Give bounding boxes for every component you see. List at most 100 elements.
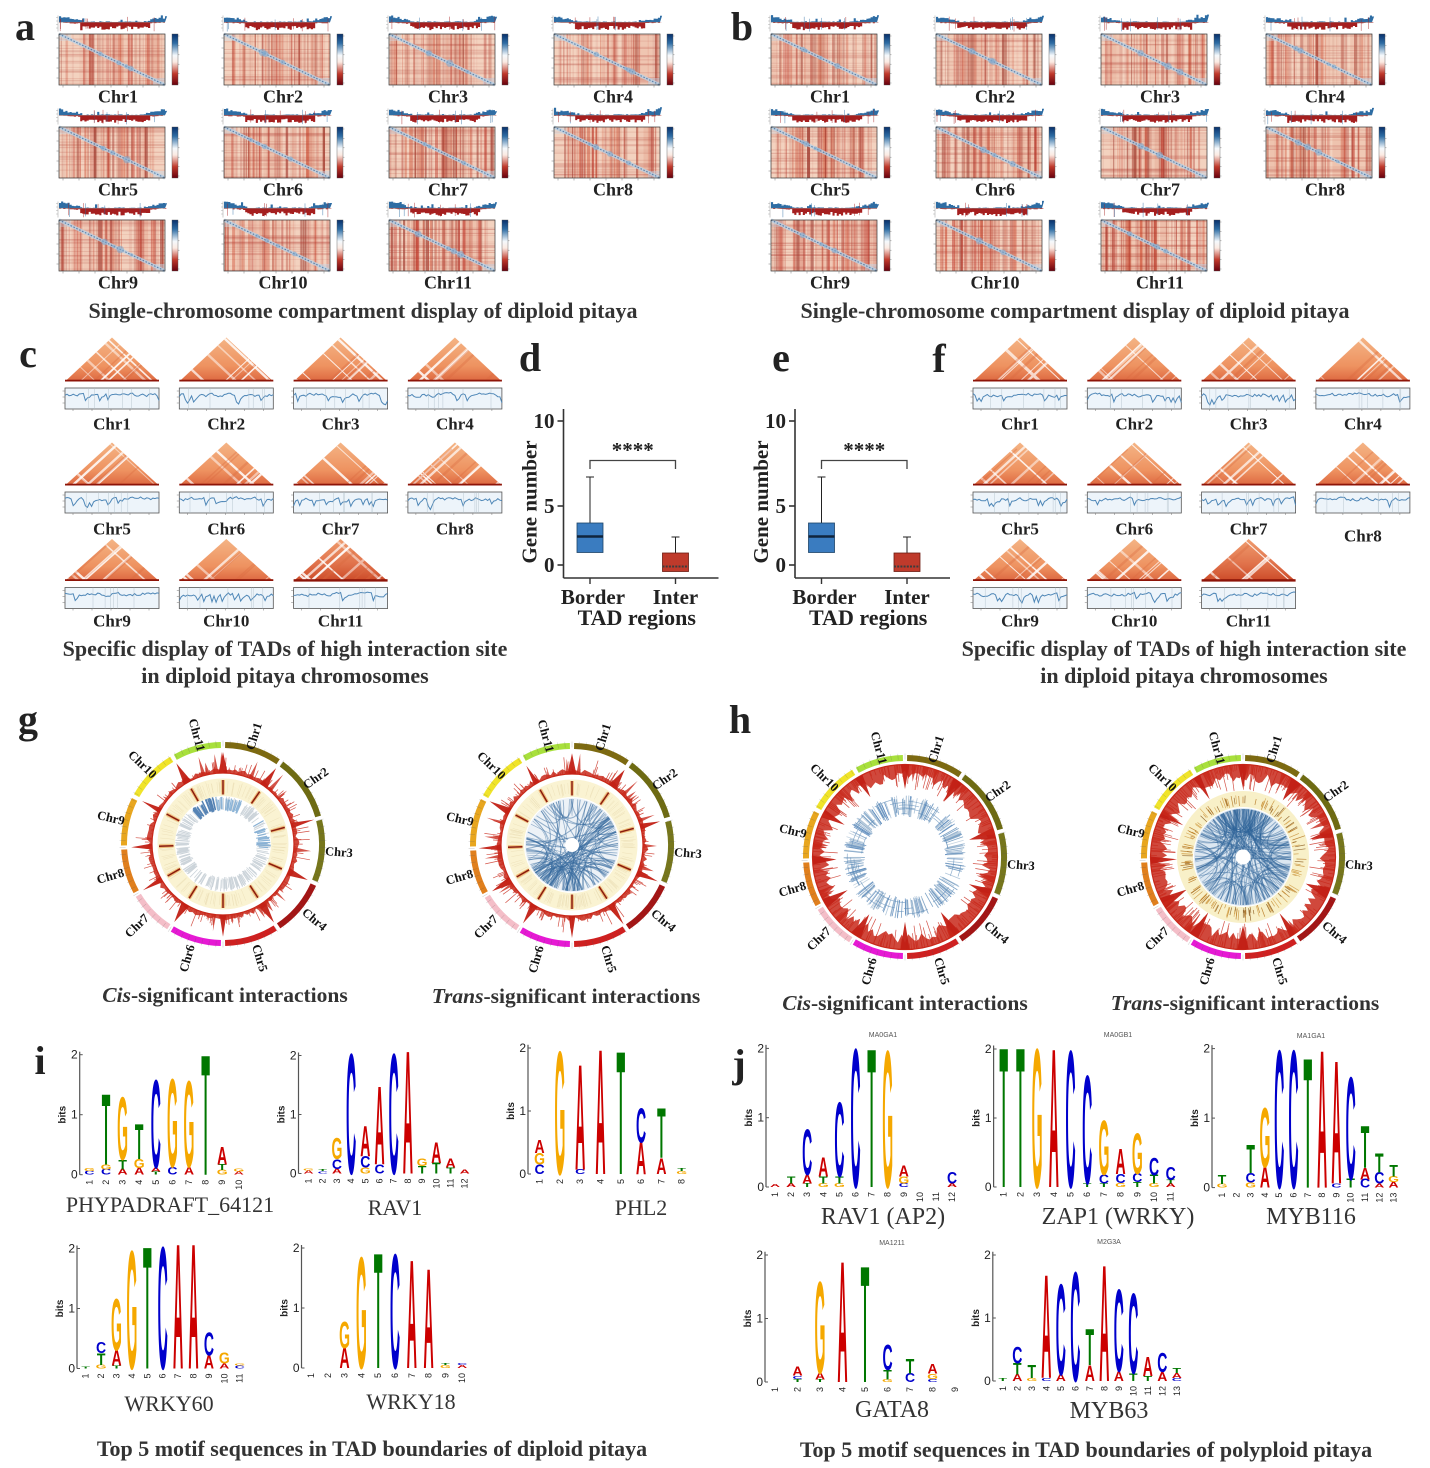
- svg-text:A: A: [595, 1012, 605, 1212]
- svg-text:C: C: [374, 1162, 385, 1176]
- svg-text:Chr1: Chr1: [810, 87, 850, 107]
- svg-text:Chr10: Chr10: [259, 273, 308, 293]
- svg-text:C: C: [96, 1340, 106, 1357]
- svg-text:C: C: [905, 1371, 916, 1385]
- svg-text:A: A: [927, 1361, 937, 1377]
- svg-text:10: 10: [219, 1374, 229, 1384]
- svg-text:7: 7: [389, 1179, 399, 1184]
- svg-text:G: G: [360, 1167, 371, 1176]
- svg-text:C: C: [1116, 1172, 1127, 1186]
- svg-text:4: 4: [356, 1373, 366, 1378]
- svg-text:Chr8: Chr8: [1344, 527, 1382, 546]
- svg-text:TAD regions: TAD regions: [578, 605, 697, 630]
- svg-text:A: A: [188, 1206, 198, 1406]
- svg-text:2: 2: [101, 1180, 111, 1185]
- svg-text:G: G: [834, 1182, 845, 1188]
- svg-text:A: A: [815, 1371, 825, 1382]
- svg-text:T: T: [1304, 1018, 1313, 1227]
- svg-text:A: A: [1374, 1183, 1385, 1189]
- svg-text:in diploid pitaya chromosomes: in diploid pitaya chromosomes: [1040, 663, 1328, 688]
- svg-text:1: 1: [519, 1104, 526, 1118]
- svg-text:T: T: [318, 1169, 328, 1172]
- svg-text:C: C: [947, 1169, 957, 1187]
- svg-text:RAV1: RAV1: [368, 1195, 423, 1220]
- svg-text:T: T: [835, 1175, 844, 1186]
- svg-text:Chr5: Chr5: [98, 180, 138, 200]
- svg-text:9: 9: [440, 1373, 450, 1378]
- svg-text:Chr10: Chr10: [203, 612, 249, 631]
- svg-text:2: 2: [71, 1048, 78, 1062]
- svg-text:A: A: [374, 1064, 384, 1189]
- svg-text:G: G: [440, 1365, 451, 1369]
- svg-text:1: 1: [985, 1111, 992, 1125]
- svg-text:T: T: [374, 1219, 383, 1404]
- svg-text:Chr4: Chr4: [1305, 87, 1345, 107]
- svg-text:Chr3: Chr3: [1140, 87, 1180, 107]
- svg-text:Cis-significant interactions: Cis-significant interactions: [782, 991, 1027, 1015]
- svg-text:bits: bits: [277, 1105, 288, 1123]
- svg-text:C: C: [1346, 1047, 1356, 1212]
- svg-text:Single-chromosome compartment: Single-chromosome compartment display of…: [800, 298, 1349, 323]
- svg-text:8: 8: [201, 1180, 211, 1185]
- svg-text:10: 10: [915, 1192, 925, 1202]
- svg-text:1: 1: [770, 1192, 780, 1197]
- svg-text:C: C: [927, 1379, 938, 1383]
- svg-text:A: A: [204, 1351, 214, 1373]
- svg-text:C: C: [1070, 1239, 1080, 1415]
- svg-text:****: ****: [843, 438, 885, 462]
- svg-text:C: C: [332, 1156, 342, 1172]
- svg-text:T: T: [432, 1161, 441, 1178]
- svg-text:Chr10: Chr10: [971, 273, 1020, 293]
- svg-text:Chr9: Chr9: [810, 273, 850, 293]
- svg-text:7: 7: [407, 1373, 417, 1378]
- svg-text:Chr8: Chr8: [1305, 180, 1345, 200]
- svg-text:T: T: [1144, 1375, 1153, 1383]
- svg-text:A: A: [1360, 1165, 1370, 1183]
- svg-text:5: 5: [544, 494, 555, 518]
- svg-text:G: G: [1149, 1182, 1160, 1188]
- svg-text:10: 10: [234, 1180, 244, 1190]
- svg-text:G: G: [167, 1053, 178, 1194]
- svg-text:T: T: [999, 1378, 1008, 1382]
- svg-text:T: T: [1389, 1162, 1398, 1180]
- svg-text:C: C: [457, 1363, 467, 1366]
- svg-text:1: 1: [1217, 1193, 1227, 1198]
- svg-text:T: T: [819, 1175, 828, 1186]
- svg-text:10: 10: [534, 409, 555, 433]
- svg-text:a: a: [15, 4, 35, 49]
- svg-text:9: 9: [1132, 1192, 1142, 1197]
- svg-text:C: C: [850, 1006, 860, 1229]
- svg-text:g: g: [18, 697, 38, 742]
- svg-text:bits: bits: [744, 1108, 755, 1126]
- svg-text:10: 10: [1149, 1192, 1159, 1202]
- svg-text:A: A: [134, 1166, 144, 1177]
- svg-text:C: C: [389, 1017, 399, 1210]
- svg-text:T: T: [657, 1093, 666, 1173]
- svg-text:4: 4: [1041, 1386, 1051, 1391]
- svg-text:Chr1: Chr1: [1001, 415, 1039, 434]
- svg-text:Specific display of TADs of hi: Specific display of TADs of high interac…: [63, 636, 508, 661]
- svg-text:12: 12: [947, 1192, 957, 1202]
- svg-text:1: 1: [304, 1179, 314, 1184]
- svg-text:bits: bits: [55, 1299, 66, 1317]
- svg-text:11: 11: [1166, 1192, 1176, 1201]
- svg-text:0: 0: [544, 553, 555, 577]
- svg-text:T: T: [446, 1167, 455, 1176]
- svg-text:G: G: [303, 1168, 314, 1171]
- svg-text:MA1211: MA1211: [879, 1240, 905, 1247]
- svg-text:4: 4: [346, 1179, 356, 1184]
- svg-text:A: A: [1157, 1370, 1168, 1384]
- svg-text:C: C: [1374, 1169, 1384, 1187]
- svg-text:9: 9: [950, 1387, 960, 1392]
- svg-text:G: G: [417, 1156, 428, 1168]
- svg-text:3: 3: [1027, 1386, 1037, 1391]
- svg-text:Chr3: Chr3: [674, 845, 703, 861]
- svg-text:A: A: [1331, 1024, 1341, 1221]
- svg-text:13: 13: [1389, 1193, 1399, 1203]
- svg-text:12: 12: [1157, 1386, 1167, 1396]
- svg-text:3: 3: [340, 1373, 350, 1378]
- svg-text:A: A: [1166, 1182, 1177, 1188]
- svg-text:2: 2: [985, 1042, 992, 1056]
- svg-text:1: 1: [68, 1302, 75, 1316]
- svg-text:Chr6: Chr6: [1115, 520, 1153, 539]
